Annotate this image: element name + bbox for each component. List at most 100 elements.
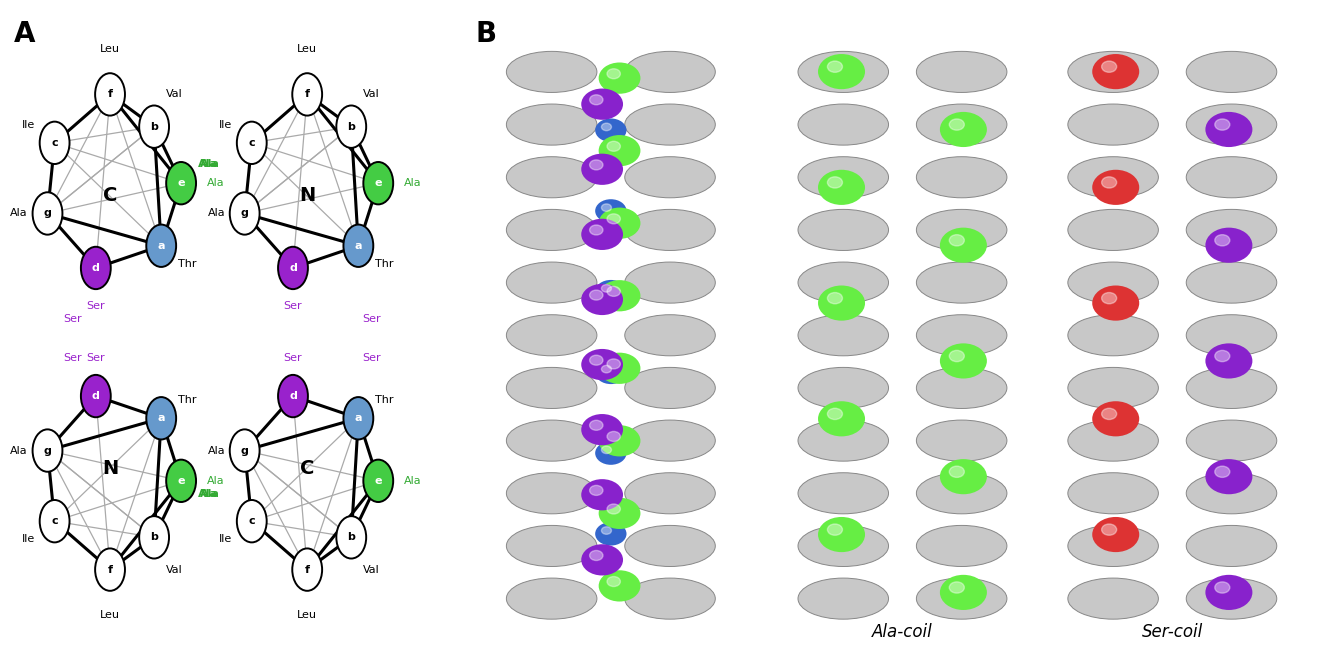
Text: c: c — [52, 516, 58, 526]
Ellipse shape — [1187, 473, 1277, 514]
Ellipse shape — [1067, 104, 1159, 145]
Text: a: a — [355, 413, 361, 423]
Ellipse shape — [797, 157, 889, 198]
Circle shape — [1102, 177, 1116, 188]
Circle shape — [1205, 228, 1252, 263]
Text: C: C — [102, 186, 117, 205]
Ellipse shape — [506, 157, 597, 198]
Text: Val: Val — [363, 564, 380, 575]
Text: Ile: Ile — [21, 534, 35, 544]
Circle shape — [819, 286, 865, 321]
Text: e: e — [375, 476, 381, 486]
Circle shape — [598, 208, 641, 239]
Circle shape — [590, 225, 603, 235]
Circle shape — [140, 516, 169, 559]
Ellipse shape — [917, 420, 1007, 461]
Circle shape — [598, 498, 641, 529]
Ellipse shape — [797, 420, 889, 461]
Ellipse shape — [917, 473, 1007, 514]
Circle shape — [590, 355, 603, 365]
Text: Ala: Ala — [404, 476, 421, 486]
Circle shape — [940, 112, 987, 147]
Text: d: d — [288, 263, 296, 273]
Ellipse shape — [1187, 420, 1277, 461]
Circle shape — [166, 162, 197, 204]
Ellipse shape — [917, 210, 1007, 251]
Circle shape — [602, 204, 611, 212]
Text: a: a — [355, 241, 361, 251]
Text: Val: Val — [166, 89, 182, 100]
Circle shape — [581, 479, 623, 510]
Ellipse shape — [506, 578, 597, 619]
Circle shape — [940, 343, 987, 378]
Circle shape — [607, 141, 621, 151]
Circle shape — [343, 225, 373, 267]
Circle shape — [166, 460, 197, 502]
Text: Ser: Ser — [64, 314, 82, 324]
Ellipse shape — [506, 314, 597, 356]
Text: Ala-coil: Ala-coil — [872, 623, 933, 641]
Circle shape — [1205, 343, 1252, 378]
Text: Thr: Thr — [178, 395, 197, 405]
Ellipse shape — [1187, 262, 1277, 303]
Text: g: g — [241, 445, 249, 456]
Ellipse shape — [1187, 578, 1277, 619]
Text: A: A — [13, 20, 36, 48]
Text: Ser: Ser — [283, 301, 302, 311]
Text: Ser-coil: Ser-coil — [1142, 623, 1203, 641]
Circle shape — [607, 359, 621, 369]
Text: b: b — [150, 533, 158, 542]
Circle shape — [278, 247, 308, 289]
Circle shape — [940, 459, 987, 494]
Ellipse shape — [797, 51, 889, 92]
Ellipse shape — [1067, 578, 1159, 619]
Ellipse shape — [625, 473, 715, 514]
Text: Ile: Ile — [219, 534, 233, 544]
Ellipse shape — [1187, 104, 1277, 145]
Text: g: g — [44, 208, 52, 219]
Circle shape — [828, 292, 843, 304]
Circle shape — [81, 375, 110, 417]
Circle shape — [33, 192, 62, 234]
Circle shape — [602, 446, 611, 454]
Circle shape — [828, 408, 843, 419]
Circle shape — [602, 365, 611, 373]
Circle shape — [598, 353, 641, 384]
Text: e: e — [177, 178, 185, 188]
Ellipse shape — [917, 262, 1007, 303]
Circle shape — [607, 214, 621, 224]
Circle shape — [949, 466, 965, 477]
Ellipse shape — [797, 314, 889, 356]
Ellipse shape — [625, 525, 715, 566]
Circle shape — [230, 430, 259, 472]
Text: g: g — [44, 445, 52, 456]
Text: a: a — [157, 413, 165, 423]
Circle shape — [1215, 466, 1229, 477]
Ellipse shape — [625, 578, 715, 619]
Ellipse shape — [797, 473, 889, 514]
Ellipse shape — [917, 578, 1007, 619]
Circle shape — [1092, 401, 1139, 436]
Ellipse shape — [917, 104, 1007, 145]
Text: b: b — [150, 122, 158, 132]
Circle shape — [581, 544, 623, 575]
Text: Leu: Leu — [298, 610, 318, 620]
Circle shape — [1102, 524, 1116, 535]
Ellipse shape — [917, 51, 1007, 92]
Ellipse shape — [506, 104, 597, 145]
Circle shape — [336, 105, 367, 148]
Ellipse shape — [625, 104, 715, 145]
Circle shape — [607, 577, 621, 587]
Text: Leu: Leu — [298, 44, 318, 54]
Ellipse shape — [506, 262, 597, 303]
Circle shape — [1215, 582, 1229, 593]
Circle shape — [598, 62, 641, 94]
Circle shape — [949, 119, 965, 130]
Text: Ser: Ser — [363, 353, 381, 363]
Circle shape — [598, 135, 641, 166]
Text: Ile: Ile — [219, 120, 233, 130]
Text: g: g — [241, 208, 249, 219]
Circle shape — [343, 397, 373, 439]
Circle shape — [828, 61, 843, 72]
Ellipse shape — [1067, 51, 1159, 92]
